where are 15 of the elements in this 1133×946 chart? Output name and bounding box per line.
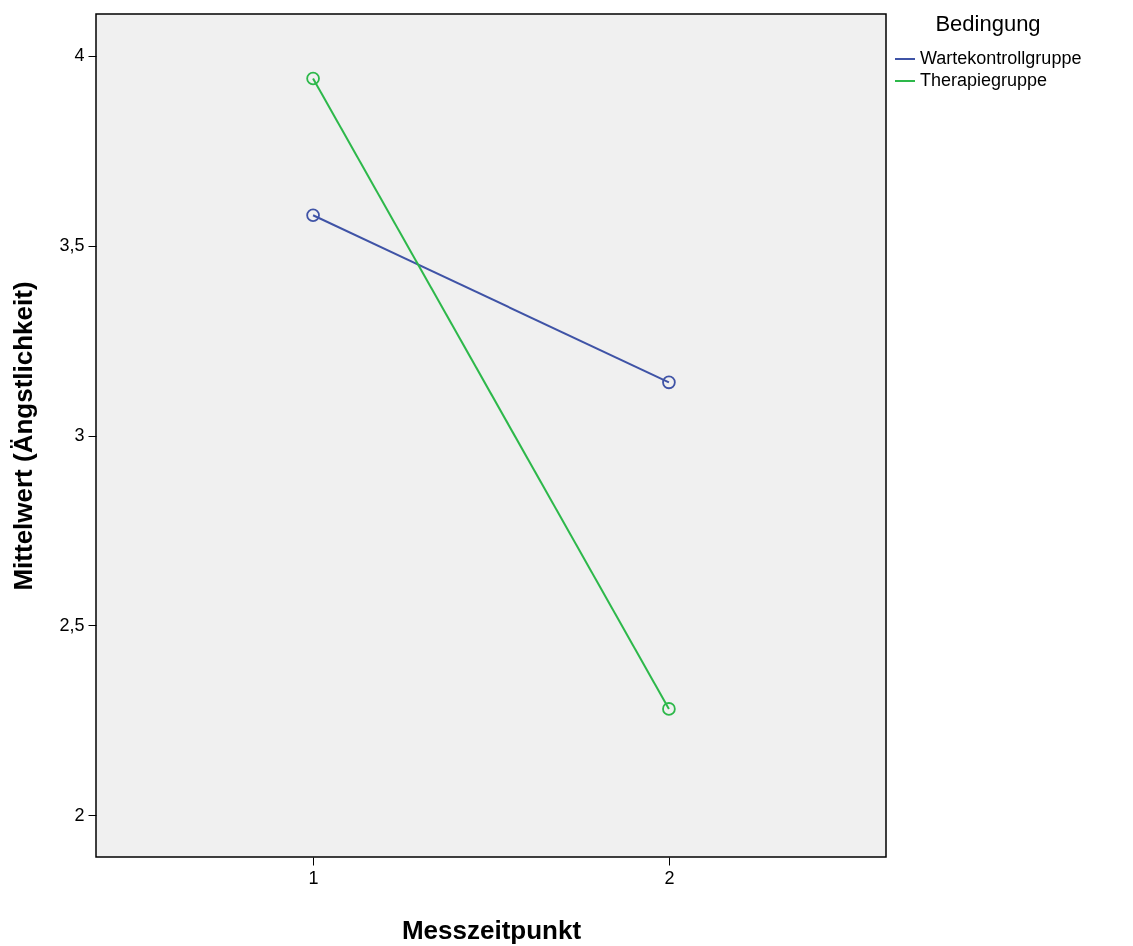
- point: [662, 702, 676, 716]
- point: [306, 71, 320, 86]
- point: [306, 208, 320, 223]
- y-tick-label: 2: [74, 804, 85, 825]
- legend-title: Bedingung: [935, 11, 1041, 36]
- x-tick-label: 1: [308, 867, 319, 888]
- y-tick-label: 4: [74, 45, 85, 66]
- legend-label: Therapiegruppe: [920, 70, 1048, 90]
- x-axis-title: Messzeitpunkt: [401, 914, 582, 945]
- y-axis-title: Mittelwert (Ängstlichkeit): [8, 281, 39, 591]
- y-tick-label: 3: [74, 425, 85, 445]
- point: [662, 375, 676, 390]
- legend-label: Wartekontrollgruppe: [920, 48, 1082, 68]
- y-tick-label: 3,5: [59, 235, 85, 256]
- y-tick-label: 2,5: [59, 614, 85, 635]
